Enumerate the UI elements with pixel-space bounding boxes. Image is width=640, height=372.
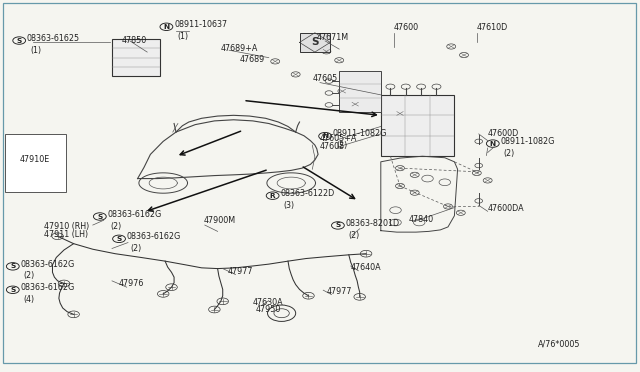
Text: N: N	[322, 133, 328, 139]
Text: (2): (2)	[504, 149, 515, 158]
Text: R: R	[270, 193, 275, 199]
Text: 47630A: 47630A	[253, 298, 284, 307]
Bar	[339, 71, 381, 112]
Text: 08363-6162G: 08363-6162G	[127, 232, 181, 241]
Text: 08363-6122D: 08363-6122D	[280, 189, 335, 198]
Text: 08363-6162G: 08363-6162G	[20, 260, 75, 269]
Text: S: S	[311, 37, 319, 46]
Text: 08363-6162G: 08363-6162G	[108, 210, 162, 219]
Text: (2): (2)	[111, 222, 122, 231]
Text: 47605: 47605	[312, 74, 337, 83]
Text: S: S	[97, 214, 102, 219]
Text: (1): (1)	[177, 32, 188, 41]
Text: (1): (1)	[30, 46, 41, 55]
Text: 47605+A: 47605+A	[320, 134, 357, 143]
Bar	[112, 39, 160, 76]
Text: 47840: 47840	[408, 215, 433, 224]
Text: (4): (4)	[24, 295, 35, 304]
Text: 47689+A: 47689+A	[221, 44, 258, 53]
Text: 08363-61625: 08363-61625	[27, 34, 80, 43]
Text: (2): (2)	[24, 272, 35, 280]
Text: 47977: 47977	[326, 287, 352, 296]
Text: 47689: 47689	[240, 55, 265, 64]
Text: 08911-10637: 08911-10637	[174, 20, 227, 29]
Text: 47976: 47976	[118, 279, 144, 288]
Text: A/76*0005: A/76*0005	[538, 340, 580, 349]
Text: S: S	[116, 236, 122, 242]
Text: (3): (3)	[284, 201, 294, 210]
Text: 47977: 47977	[227, 267, 253, 276]
Text: 08911-1082G: 08911-1082G	[500, 137, 555, 146]
Text: S: S	[10, 287, 15, 293]
Text: 47900M: 47900M	[204, 216, 236, 225]
Text: 47640A: 47640A	[351, 263, 381, 272]
Bar	[300, 33, 330, 52]
Text: 47600D: 47600D	[488, 129, 519, 138]
Text: 47910E: 47910E	[19, 155, 49, 164]
Text: 08363-6162G: 08363-6162G	[20, 283, 75, 292]
Text: 47605: 47605	[320, 142, 345, 151]
Text: 47850: 47850	[122, 36, 147, 45]
Text: 47600: 47600	[394, 23, 419, 32]
Text: N: N	[490, 141, 496, 147]
Text: 47950: 47950	[256, 305, 282, 314]
Text: 47671M: 47671M	[317, 33, 349, 42]
Text: 08363-8201D: 08363-8201D	[346, 219, 400, 228]
Text: 47911 (LH): 47911 (LH)	[44, 230, 88, 239]
Text: 08911-1082G: 08911-1082G	[333, 129, 387, 138]
Text: (2): (2)	[130, 244, 141, 253]
Bar	[5, 134, 66, 192]
Text: (2): (2)	[349, 231, 360, 240]
Text: S: S	[335, 222, 340, 228]
Text: N: N	[163, 24, 170, 30]
Text: (2): (2)	[336, 141, 348, 150]
Bar	[381, 95, 454, 156]
Text: 47600DA: 47600DA	[488, 204, 524, 213]
Text: 47610D: 47610D	[477, 23, 508, 32]
Text: S: S	[17, 38, 22, 44]
Text: S: S	[10, 263, 15, 269]
Text: 47910 (RH): 47910 (RH)	[44, 222, 89, 231]
